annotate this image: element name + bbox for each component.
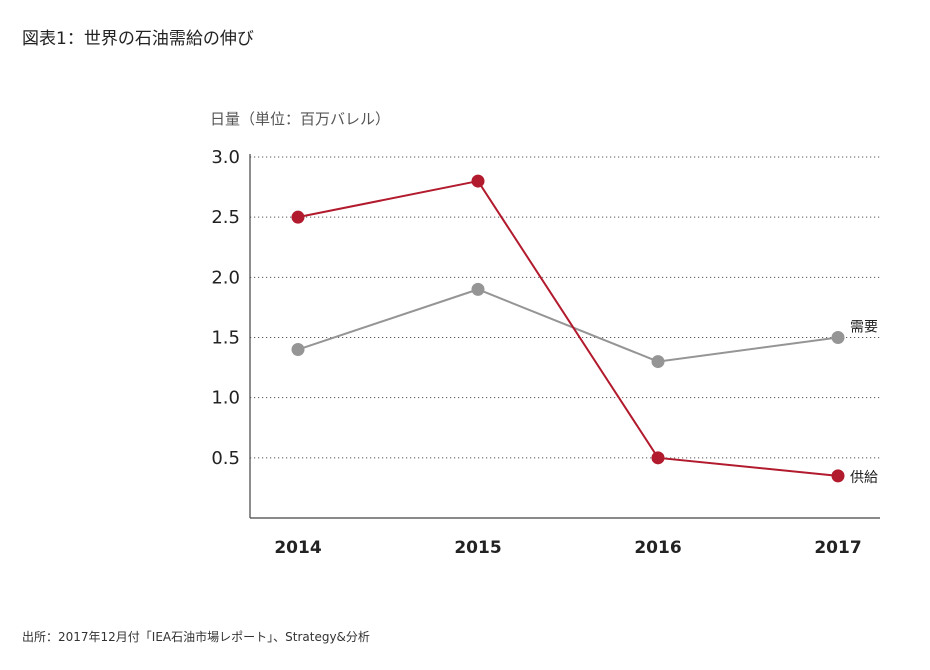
- y-tick-label: 2.5: [211, 207, 240, 228]
- source-note: 出所：2017年12月付「IEA石油市場レポート」、Strategy&分析: [22, 630, 370, 644]
- y-tick-label: 2.0: [211, 267, 240, 288]
- data-point: [651, 355, 665, 369]
- gridlines: [250, 156, 880, 459]
- y-axis-label: 日量（単位：百万バレル）: [210, 110, 390, 128]
- x-tick-label: 2015: [454, 538, 501, 558]
- x-tick-label: 2014: [274, 538, 321, 558]
- figure-title: 図表1：世界の石油需給の伸び: [22, 29, 254, 49]
- x-tick-label: 2017: [814, 538, 861, 558]
- data-point: [651, 451, 665, 465]
- series-line: [297, 179, 839, 477]
- data-point: [291, 210, 305, 224]
- series-label: 供給: [850, 470, 878, 486]
- data-point: [831, 331, 845, 344]
- data-point: [291, 343, 305, 357]
- axes: [249, 154, 880, 519]
- series-label: 需要: [850, 320, 878, 336]
- y-tick-label: 0.5: [211, 448, 240, 469]
- tick-labels: 0.5 1.0 1.5 2.0 2.5 3.0 2014 2015 2016 2017: [211, 147, 861, 558]
- data-point: [831, 469, 845, 483]
- y-tick-label: 1.5: [211, 328, 240, 349]
- data-point: [471, 174, 485, 188]
- series-line: [297, 288, 839, 363]
- y-tick-label: 3.0: [211, 147, 240, 168]
- y-tick-label: 1.0: [211, 388, 240, 409]
- data-point: [471, 282, 485, 296]
- x-tick-label: 2016: [634, 538, 681, 558]
